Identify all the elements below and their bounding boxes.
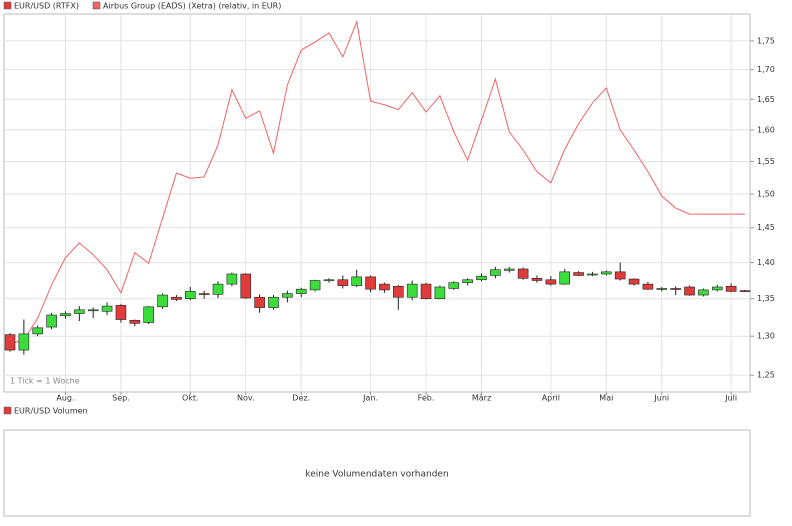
candle-body <box>212 283 224 295</box>
candle-body <box>60 313 71 317</box>
line <box>9 19 745 345</box>
plot-area <box>3 13 751 393</box>
candle-body <box>282 293 293 298</box>
candle-body <box>490 269 501 276</box>
volume-message: keine Volumendaten vorhanden <box>305 470 448 480</box>
candle-body <box>143 306 154 323</box>
candle-body <box>573 272 584 276</box>
candle-body <box>226 273 238 285</box>
candle-body <box>268 296 279 308</box>
candle-body <box>587 273 598 276</box>
x-tick-label: Okt. <box>182 394 199 403</box>
x-tick-label: April <box>542 394 560 403</box>
y-tick-label: 1,45 <box>757 223 775 232</box>
y-tick-label: 1,25 <box>757 371 775 380</box>
x-tick-label: Mai <box>599 394 613 403</box>
candle-body <box>393 285 404 298</box>
legend-label: EUR/USD (RTFX) <box>14 2 79 11</box>
x-tick-label: Dez. <box>292 394 310 403</box>
candle-body <box>503 268 515 271</box>
candle-body <box>101 305 113 312</box>
candle-body <box>46 314 57 328</box>
candle-body <box>32 327 44 335</box>
candle-body <box>337 279 349 286</box>
candle-body <box>309 280 321 291</box>
candle-body <box>739 290 751 292</box>
candle-body <box>365 276 376 290</box>
annotation: 1 Tick = 1 Woche <box>10 377 80 386</box>
candle-body <box>157 294 168 308</box>
y-tick-label: 1,55 <box>757 157 775 166</box>
legend-swatch <box>3 1 12 10</box>
candle-body <box>642 283 654 290</box>
candle-body <box>379 283 390 291</box>
x-tick-label: Nov. <box>237 394 255 403</box>
y-tick-label: 1,60 <box>757 125 775 134</box>
y-tick-label: 1,70 <box>757 65 775 74</box>
candle-body <box>670 288 681 290</box>
candle-body <box>4 334 16 351</box>
candle-body <box>406 283 418 298</box>
y-tick-label: 1,65 <box>757 95 775 104</box>
candle-body <box>711 286 723 291</box>
volume-legend: EUR/USD Volumen <box>14 407 88 416</box>
x-tick-label: März <box>472 394 491 403</box>
candle-body <box>545 279 557 285</box>
candle-body <box>656 288 668 290</box>
y-tick-label: 1,30 <box>757 332 775 341</box>
candle-body <box>628 278 640 285</box>
candle-body <box>74 309 85 314</box>
candle-body <box>254 296 265 308</box>
y-tick-label: 1,40 <box>757 258 775 267</box>
x-tick-label: Juni <box>653 394 669 403</box>
candle-body <box>462 279 473 283</box>
candle-body <box>698 289 709 296</box>
candle-body <box>240 273 252 299</box>
candle-body <box>198 293 210 295</box>
y-tick-label: 1,50 <box>757 190 775 199</box>
legend-swatch <box>92 1 101 10</box>
candle-body <box>476 275 487 281</box>
candle-body <box>601 271 612 275</box>
candle-body <box>171 296 182 300</box>
candle-body <box>184 291 196 300</box>
candle-body <box>87 309 99 312</box>
candle-body <box>295 288 307 294</box>
candle-body <box>115 305 127 320</box>
candle-body <box>18 333 30 351</box>
y-tick-label: 1,35 <box>757 294 775 303</box>
x-tick-label: Sep. <box>112 394 130 403</box>
candle-body <box>725 285 737 292</box>
legend-label: Airbus Group (EADS) (Xetra) (relativ, in… <box>103 2 281 11</box>
candle-body <box>684 286 695 296</box>
candle-body <box>448 282 460 289</box>
candle-body <box>517 268 529 279</box>
volume-panel <box>3 429 751 517</box>
x-tick-label: Feb. <box>418 394 435 403</box>
candle-body <box>129 319 141 324</box>
candle-body <box>351 276 362 286</box>
grid <box>4 14 750 392</box>
y-tick-label: 1,75 <box>757 36 775 45</box>
candle-body <box>323 279 335 282</box>
candle-body <box>434 286 446 300</box>
candle-body <box>559 271 571 285</box>
candle-body <box>614 271 626 280</box>
x-tick-label: Jan. <box>362 394 378 403</box>
x-tick-label: Juli <box>724 394 737 403</box>
x-tick-label: Aug. <box>56 394 74 403</box>
candle-body <box>420 283 432 300</box>
candle-body <box>531 278 543 281</box>
legend-swatch <box>3 406 12 415</box>
